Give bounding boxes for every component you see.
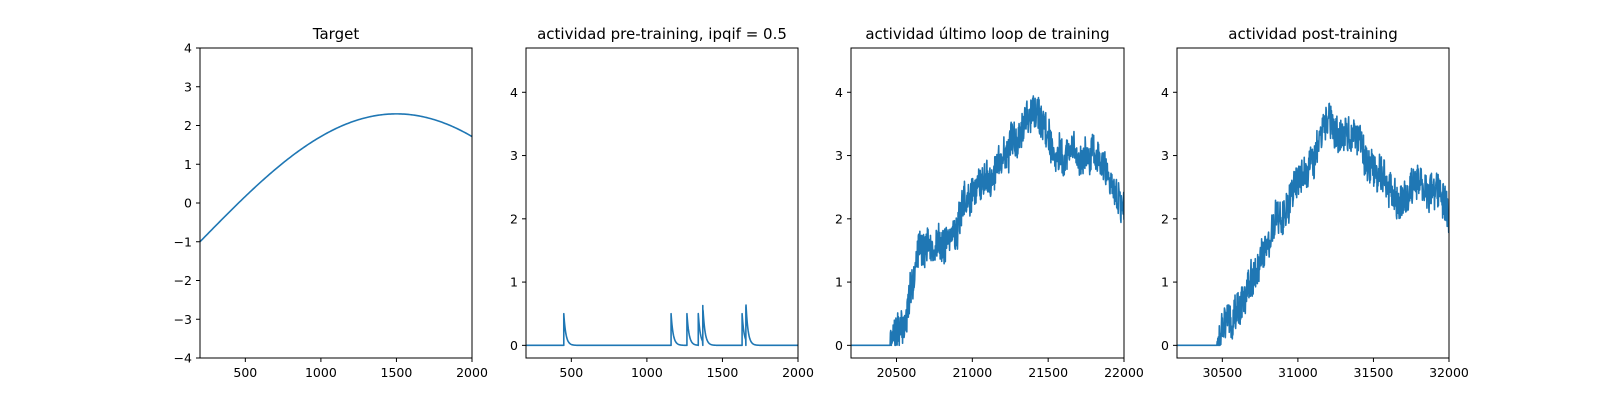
y-tick-label: 0 (510, 338, 518, 353)
y-tick-label: 2 (1161, 211, 1169, 226)
axes-frame (850, 47, 1125, 359)
y-tick-label: 1 (835, 275, 843, 290)
chart-panel-4: 30500 31000 31500 32000 0 1 2 3 4 actividad post-… (1161, 25, 1469, 380)
x-tick-label: 30500 (1202, 365, 1242, 380)
x-tick-label: 1500 (381, 365, 413, 380)
x-tick-label: 31000 (1278, 365, 1318, 380)
x-tick-label: 21000 (952, 365, 992, 380)
axes-frame (525, 47, 799, 359)
y-tick-label: 0 (184, 196, 192, 211)
series-line-4-1 (1177, 102, 1449, 347)
x-tick-label: 2000 (782, 365, 814, 380)
y-tick-label: 2 (184, 118, 192, 133)
y-tick-label: 0 (1161, 338, 1169, 353)
y-tick-label: 4 (1161, 85, 1169, 100)
x-tick-label: 1000 (305, 365, 337, 380)
chart-title: actividad pre-training, ipqif = 0.5 (537, 25, 787, 43)
y-tick-label: 4 (835, 85, 843, 100)
y-tick-label: 4 (510, 85, 518, 100)
y-tick-label: −4 (174, 351, 192, 366)
axes-frame (199, 47, 473, 359)
chart-panel-1: 500 1000 1500 2000 −4 −3 −2 −1 0 1 2 3 4 Target (174, 25, 488, 380)
chart-panel-3: 20500 21000 21500 22000 0 1 2 3 4 actividad últim… (835, 25, 1144, 380)
y-tick-label: 2 (835, 211, 843, 226)
y-tick-label: 4 (184, 41, 192, 56)
chart-title: actividad post-training (1228, 25, 1397, 43)
x-tick-label: 2000 (456, 365, 488, 380)
y-tick-label: 1 (184, 157, 192, 172)
x-tick-label: 1000 (631, 365, 663, 380)
y-tick-label: 3 (510, 148, 518, 163)
chart-title: Target (312, 25, 360, 43)
axes-frame (1176, 47, 1450, 359)
chart-panel-2: 500 1000 1500 2000 0 1 2 3 4 actividad pre-traini… (510, 25, 814, 380)
x-tick-label: 1500 (707, 365, 739, 380)
y-tick-label: 3 (1161, 148, 1169, 163)
series-line-3-1 (851, 95, 1124, 347)
y-tick-label: 2 (510, 211, 518, 226)
y-tick-label: 3 (835, 148, 843, 163)
y-tick-label: 1 (510, 275, 518, 290)
y-tick-label: 1 (1161, 275, 1169, 290)
x-tick-label: 21500 (1028, 365, 1068, 380)
chart-title: actividad último loop de training (865, 25, 1109, 43)
x-tick-label: 500 (559, 365, 583, 380)
x-tick-label: 31500 (1354, 365, 1394, 380)
y-tick-label: 0 (835, 338, 843, 353)
x-tick-label: 500 (233, 365, 257, 380)
x-tick-label: 22000 (1104, 365, 1144, 380)
y-tick-label: −2 (174, 273, 192, 288)
x-tick-label: 32000 (1429, 365, 1469, 380)
y-tick-label: 3 (184, 79, 192, 94)
series-line-2-1 (526, 304, 798, 347)
y-tick-label: −3 (174, 312, 192, 327)
series-line-1-1 (200, 113, 472, 243)
x-tick-label: 20500 (877, 365, 917, 380)
y-tick-label: −1 (174, 234, 192, 249)
